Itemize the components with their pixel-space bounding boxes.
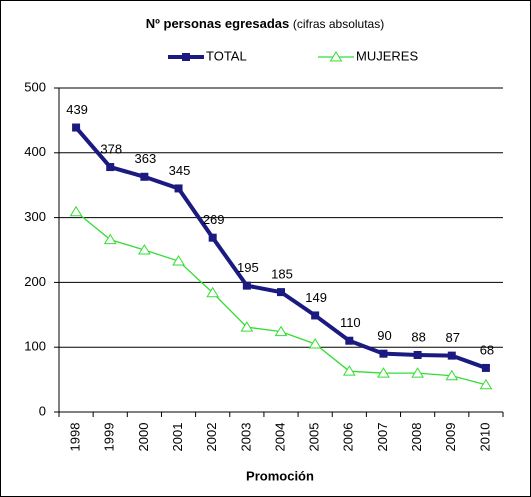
y-tick-label: 0 [39, 403, 46, 418]
marker [342, 365, 356, 376]
data-label: 68 [480, 342, 494, 357]
marker [445, 369, 459, 381]
marker [72, 123, 81, 132]
x-tick-label: 1999 [102, 423, 117, 452]
x-tick-label: 2000 [136, 423, 151, 452]
data-label: 88 [411, 329, 425, 344]
marker [479, 378, 493, 390]
title: Nº personas egresadas [146, 16, 289, 31]
marker [137, 244, 151, 255]
marker [69, 205, 83, 217]
data-label: 269 [203, 212, 225, 227]
x-axis-label: Promoción [246, 468, 314, 483]
x-tick-label: 2007 [375, 423, 390, 452]
marker [182, 53, 190, 61]
x-tick-label: 2005 [307, 423, 322, 452]
x-tick-label: 2004 [272, 423, 287, 452]
chart-title: Nº personas egresadas (cifras absolutas) [146, 16, 384, 31]
x-tick-label: 2003 [238, 423, 253, 452]
y-tick-label: 100 [24, 339, 46, 354]
x-tick-label: 2001 [170, 423, 185, 452]
marker [411, 367, 425, 378]
marker [174, 184, 183, 193]
data-label: 345 [169, 163, 191, 178]
marker [106, 163, 115, 172]
x-tick-label: 2006 [341, 423, 356, 452]
marker [103, 233, 117, 245]
y-tick-label: 300 [24, 209, 46, 224]
marker [277, 288, 285, 297]
marker [345, 336, 354, 345]
data-label: 185 [271, 267, 293, 282]
marker [447, 351, 456, 360]
x-tick-label: 2010 [477, 423, 492, 452]
data-label: 195 [237, 260, 259, 275]
marker [206, 286, 220, 298]
data-label: 87 [446, 330, 460, 345]
marker [311, 311, 320, 320]
legend-label: MUJERES [356, 48, 418, 63]
marker [240, 321, 254, 332]
marker [140, 172, 149, 181]
marker [242, 281, 251, 290]
marker [308, 338, 322, 349]
marker [481, 363, 490, 372]
marker [172, 255, 185, 266]
marker [413, 350, 422, 359]
data-label: 439 [66, 102, 88, 117]
x-tick-label: 2008 [409, 423, 424, 452]
x-tick-label: 1998 [68, 423, 83, 452]
x-tick-label: 2002 [204, 423, 219, 452]
y-tick-label: 200 [24, 274, 46, 289]
marker [274, 325, 288, 337]
data-label: 149 [305, 290, 327, 305]
data-label: 90 [377, 328, 391, 343]
marker [379, 349, 388, 358]
marker [208, 233, 217, 242]
y-tick-label: 400 [24, 144, 46, 159]
data-label: 363 [135, 151, 157, 166]
y-tick-label: 500 [24, 79, 46, 94]
x-tick-label: 2009 [443, 423, 458, 452]
marker [377, 367, 390, 378]
subtitle: (cifras absolutas) [293, 17, 384, 31]
marker [329, 51, 343, 62]
legend-label: TOTAL [206, 48, 247, 63]
data-label: 378 [100, 141, 122, 156]
data-label: 110 [340, 315, 361, 330]
